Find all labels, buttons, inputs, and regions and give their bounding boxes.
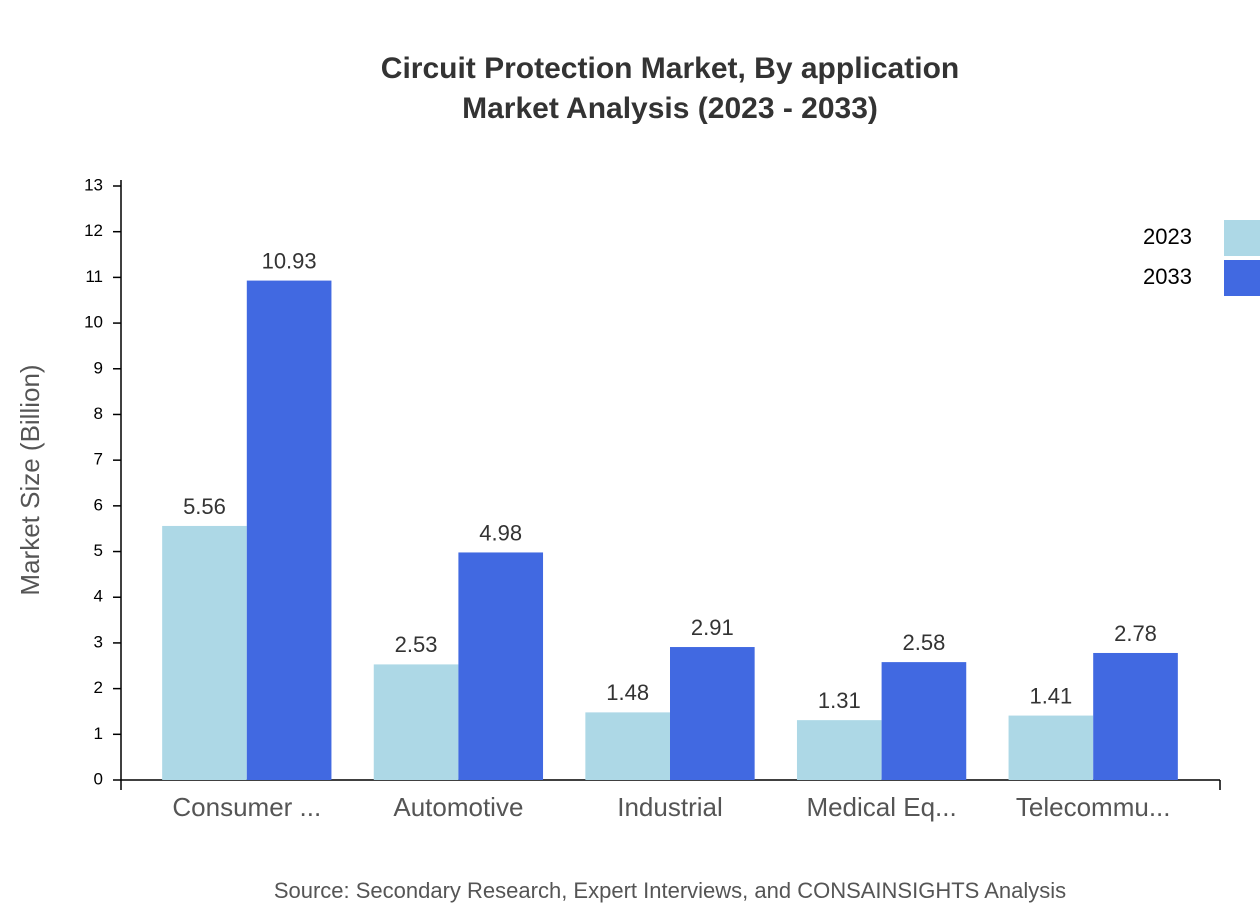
value-label: 1.31	[818, 688, 861, 713]
y-tick-label: 4	[94, 587, 103, 606]
value-label: 2.91	[691, 615, 734, 640]
value-label: 4.98	[479, 520, 522, 545]
y-tick-label: 1	[94, 724, 103, 743]
y-tick-label: 0	[94, 769, 103, 788]
y-tick-label: 9	[94, 358, 103, 377]
value-label: 1.41	[1029, 683, 1072, 708]
value-label: 2.53	[395, 632, 438, 657]
value-label: 5.56	[183, 494, 226, 519]
y-tick-label: 8	[94, 404, 103, 423]
y-tick-label: 6	[94, 495, 103, 514]
bar	[1008, 715, 1094, 780]
legend-swatch	[1224, 220, 1260, 256]
value-label: 2.78	[1114, 621, 1157, 646]
legend-swatch	[1224, 260, 1260, 296]
y-tick-label: 7	[94, 450, 103, 469]
bar	[670, 647, 755, 780]
y-tick-label: 3	[94, 632, 103, 651]
x-tick-label: Industrial	[617, 792, 723, 822]
x-tick-label: Medical Eq...	[806, 792, 956, 822]
x-tick-label: Consumer ...	[172, 792, 321, 822]
bar	[162, 525, 247, 780]
bar	[585, 712, 670, 780]
bar	[246, 280, 332, 780]
source-note: Source: Secondary Research, Expert Inter…	[274, 878, 1066, 903]
bar	[373, 664, 459, 780]
value-label: 1.48	[606, 680, 649, 705]
bar	[1093, 652, 1178, 780]
bar	[881, 662, 967, 780]
x-tick-label: Telecommu...	[1016, 792, 1171, 822]
value-label: 2.58	[903, 630, 946, 655]
y-axis-label: Market Size (Billion)	[15, 364, 45, 595]
y-tick-label: 12	[84, 221, 103, 240]
chart-title: Circuit Protection Market, By applicatio…	[381, 52, 959, 85]
y-tick-label: 5	[94, 541, 103, 560]
legend-label: 2033	[1143, 264, 1192, 289]
y-tick-label: 11	[85, 267, 103, 286]
bar	[796, 720, 882, 780]
x-tick-label: Automotive	[393, 792, 523, 822]
chart-subtitle: Market Analysis (2023 - 2033)	[462, 92, 878, 125]
y-tick-label: 13	[84, 175, 103, 194]
value-label: 10.93	[262, 248, 317, 273]
y-tick-label: 10	[84, 313, 103, 332]
y-tick-label: 2	[94, 678, 103, 697]
bar	[458, 552, 544, 780]
legend-label: 2023	[1143, 224, 1192, 249]
